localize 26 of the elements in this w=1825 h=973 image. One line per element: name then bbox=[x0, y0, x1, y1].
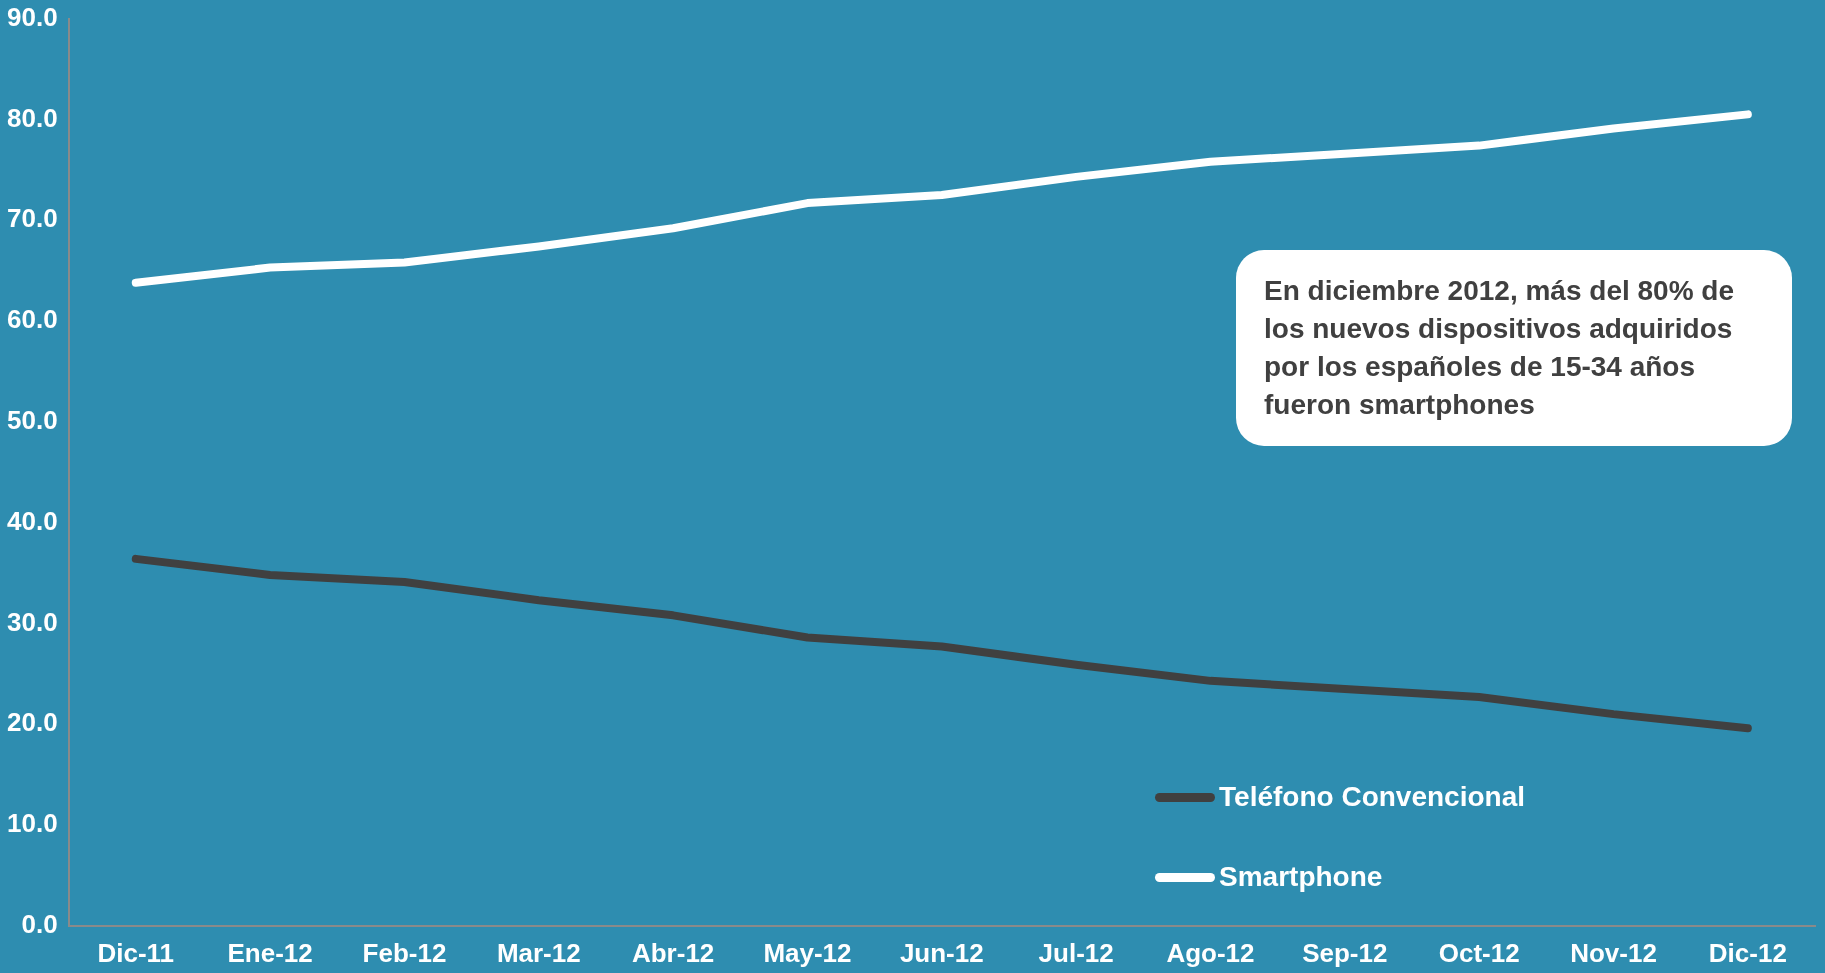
x-tick-label: Feb-12 bbox=[362, 937, 447, 968]
legend-label: Teléfono Convencional bbox=[1219, 781, 1525, 813]
y-tick-label: 20.0 bbox=[6, 707, 58, 738]
x-tick-label: Abr-12 bbox=[631, 937, 715, 968]
x-tick-label: Oct-12 bbox=[1438, 937, 1520, 968]
x-tick-label: Jun-12 bbox=[899, 937, 984, 968]
x-tick-label: Ago-12 bbox=[1166, 937, 1255, 968]
x-tick-label: Dic-12 bbox=[1708, 937, 1787, 968]
y-tick-label: 30.0 bbox=[6, 606, 58, 637]
y-tick-label: 80.0 bbox=[6, 102, 58, 133]
y-tick-label: 10.0 bbox=[6, 808, 58, 839]
y-tick-label: 40.0 bbox=[6, 505, 58, 536]
y-tick-label: 0.0 bbox=[21, 908, 58, 939]
x-tick-label: Nov-12 bbox=[1570, 937, 1657, 968]
x-tick-label: May-12 bbox=[763, 937, 852, 968]
y-tick-label: 90.0 bbox=[6, 1, 58, 32]
x-tick-label: Sep-12 bbox=[1302, 937, 1388, 968]
x-tick-label: Jul-12 bbox=[1038, 937, 1114, 968]
y-tick-label: 60.0 bbox=[6, 304, 58, 335]
x-tick-label: Dic-11 bbox=[97, 937, 175, 968]
x-tick-label: Ene-12 bbox=[227, 937, 313, 968]
annotation: En diciembre 2012, más del 80% de los nuevos dispositivos adquiridos por los españoles de 15-34 años fueron smartphones bbox=[1236, 250, 1792, 446]
legend-label: Smartphone bbox=[1219, 861, 1383, 893]
y-tick-label: 70.0 bbox=[6, 203, 58, 234]
y-tick-label: 50.0 bbox=[6, 404, 58, 435]
x-tick-label: Mar-12 bbox=[496, 937, 581, 968]
